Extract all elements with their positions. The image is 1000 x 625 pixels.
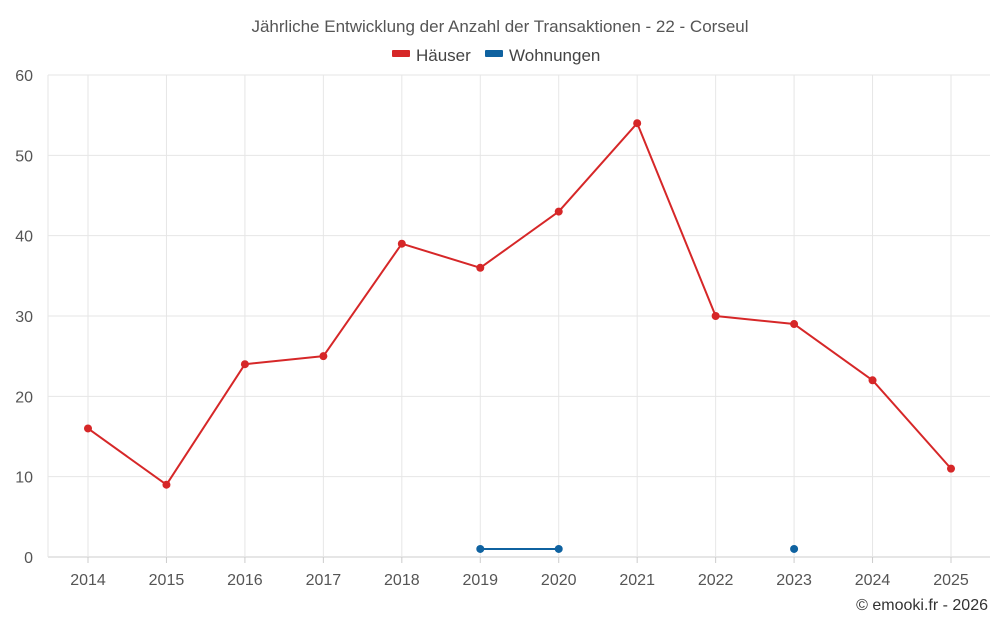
y-tick-label: 50 [15,148,33,165]
x-tick-label: 2020 [541,572,577,589]
data-point-wohnungen-2019[interactable] [476,544,485,553]
x-tick-label: 2018 [384,572,420,589]
x-tick-label: 2023 [776,572,812,589]
data-point-haeuser-2019[interactable] [476,263,485,272]
x-tick-label: 2015 [149,572,185,589]
data-point-haeuser-2020[interactable] [554,207,563,216]
legend: Häuser Wohnungen [392,46,600,65]
x-axis-ticks: 2014 2015 2016 2017 2018 2019 2020 2021 2022 2023… [70,572,969,589]
series-line-haeuser [87,122,952,486]
y-tick-label: 60 [15,68,33,85]
x-tick-label: 2025 [933,572,969,589]
y-tick-label: 0 [24,550,33,567]
grid [47,74,990,563]
data-point-haeuser-2024[interactable] [868,376,877,385]
series-haeuser [84,119,955,489]
series-wohnungen [476,544,799,553]
series-layer [84,119,955,553]
legend-swatch-haeuser [392,50,410,57]
x-tick-label: 2024 [855,572,891,589]
x-tick-label: 2014 [70,572,106,589]
y-tick-label: 20 [15,389,33,406]
legend-label-haeuser[interactable]: Häuser [416,46,471,65]
y-tick-label: 30 [15,309,33,326]
legend-label-wohnungen[interactable]: Wohnungen [509,46,600,65]
chart-title: Jährliche Entwicklung der Anzahl der Tra… [251,17,748,36]
data-point-haeuser-2016[interactable] [240,360,249,369]
data-point-haeuser-2022[interactable] [711,312,720,320]
data-point-haeuser-2018[interactable] [397,239,406,248]
y-axis-ticks: 0 10 20 30 40 50 60 [15,68,33,567]
x-tick-label: 2021 [619,572,655,589]
credit-text: © emooki.fr - 2026 [856,597,988,614]
legend-swatch-wohnungen [485,50,503,57]
data-point-wohnungen-2023[interactable] [790,544,799,553]
x-tick-label: 2016 [227,572,263,589]
data-point-wohnungen-2020[interactable] [554,544,563,553]
data-point-haeuser-2015[interactable] [162,480,171,489]
y-tick-label: 10 [15,470,33,487]
x-tick-label: 2019 [462,572,498,589]
data-point-haeuser-2025[interactable] [947,464,955,473]
data-point-haeuser-2014[interactable] [84,424,92,433]
x-tick-label: 2017 [306,572,342,589]
data-point-haeuser-2021[interactable] [633,119,642,128]
data-point-haeuser-2017[interactable] [319,352,328,361]
y-tick-label: 40 [15,229,33,246]
x-tick-label: 2022 [698,572,734,589]
data-point-haeuser-2023[interactable] [790,320,799,329]
